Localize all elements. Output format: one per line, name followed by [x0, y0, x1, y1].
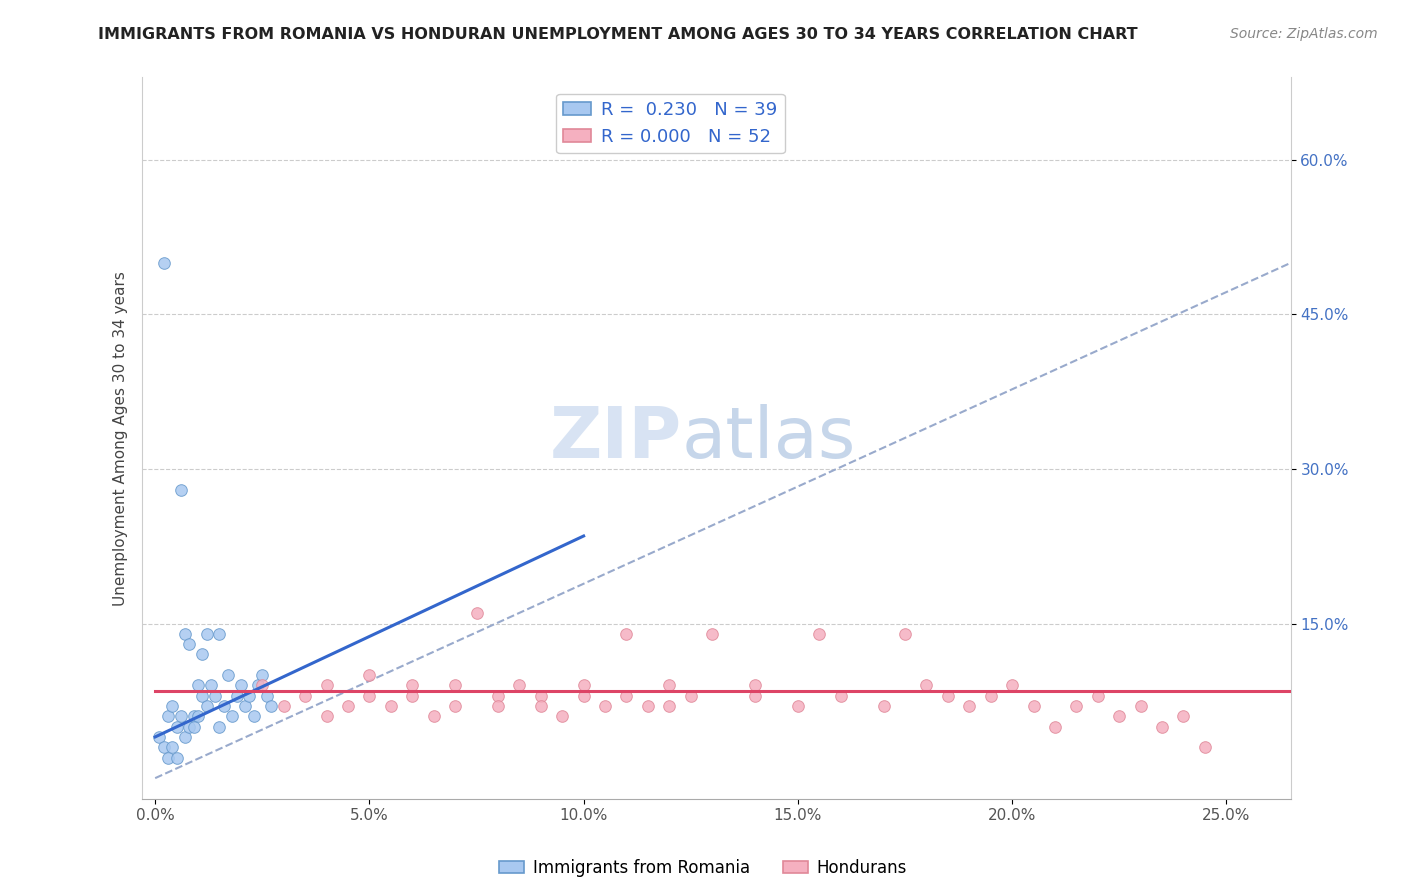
Point	[808, 627, 831, 641]
Point	[658, 698, 681, 713]
Point	[1129, 698, 1152, 713]
Point	[486, 698, 509, 713]
Point	[183, 709, 205, 723]
Point	[336, 698, 359, 713]
Point	[1022, 698, 1045, 713]
Point	[359, 689, 381, 703]
Text: Source: ZipAtlas.com: Source: ZipAtlas.com	[1230, 27, 1378, 41]
Y-axis label: Unemployment Among Ages 30 to 34 years: Unemployment Among Ages 30 to 34 years	[114, 270, 128, 606]
Point	[156, 709, 179, 723]
Point	[256, 689, 278, 703]
Point	[152, 740, 174, 755]
Point	[204, 689, 226, 703]
Point	[246, 678, 269, 692]
Point	[162, 740, 184, 755]
Point	[444, 698, 467, 713]
Point	[191, 648, 214, 662]
Point	[179, 637, 201, 651]
Point	[936, 689, 959, 703]
Point	[294, 689, 316, 703]
Point	[444, 678, 467, 692]
Point	[208, 720, 231, 734]
Point	[148, 730, 170, 744]
Point	[152, 256, 174, 270]
Point	[195, 698, 218, 713]
Legend: Immigrants from Romania, Hondurans: Immigrants from Romania, Hondurans	[492, 853, 914, 884]
Point	[957, 698, 980, 713]
Point	[170, 709, 193, 723]
Point	[616, 627, 638, 641]
Point	[252, 668, 274, 682]
Point	[162, 698, 184, 713]
Text: IMMIGRANTS FROM ROMANIA VS HONDURAN UNEMPLOYMENT AMONG AGES 30 TO 34 YEARS CORRE: IMMIGRANTS FROM ROMANIA VS HONDURAN UNEM…	[98, 27, 1137, 42]
Point	[315, 709, 337, 723]
Point	[233, 698, 256, 713]
Point	[156, 750, 179, 764]
Point	[174, 730, 197, 744]
Point	[225, 689, 247, 703]
Point	[174, 627, 197, 641]
Point	[551, 709, 574, 723]
Point	[980, 689, 1002, 703]
Point	[593, 698, 616, 713]
Text: ZIP: ZIP	[550, 403, 682, 473]
Point	[530, 698, 553, 713]
Point	[273, 698, 295, 713]
Point	[702, 627, 724, 641]
Legend: R =  0.230   N = 39, R = 0.000   N = 52: R = 0.230 N = 39, R = 0.000 N = 52	[557, 94, 785, 153]
Point	[744, 678, 766, 692]
Point	[1001, 678, 1024, 692]
Point	[637, 698, 659, 713]
Point	[229, 678, 252, 692]
Point	[191, 689, 214, 703]
Point	[744, 689, 766, 703]
Point	[208, 627, 231, 641]
Point	[200, 678, 222, 692]
Point	[465, 607, 488, 621]
Point	[872, 698, 894, 713]
Point	[217, 668, 239, 682]
Point	[508, 678, 530, 692]
Point	[915, 678, 938, 692]
Point	[179, 720, 201, 734]
Point	[679, 689, 702, 703]
Point	[170, 483, 193, 497]
Point	[401, 678, 423, 692]
Point	[1087, 689, 1109, 703]
Point	[1150, 720, 1173, 734]
Point	[252, 678, 274, 692]
Point	[212, 698, 235, 713]
Point	[195, 627, 218, 641]
Point	[359, 668, 381, 682]
Point	[830, 689, 852, 703]
Point	[530, 689, 553, 703]
Point	[572, 689, 595, 703]
Point	[1043, 720, 1066, 734]
Point	[1066, 698, 1088, 713]
Point	[315, 678, 337, 692]
Point	[183, 720, 205, 734]
Text: atlas: atlas	[682, 403, 856, 473]
Point	[422, 709, 444, 723]
Point	[1194, 740, 1216, 755]
Point	[380, 698, 402, 713]
Point	[166, 720, 188, 734]
Point	[242, 709, 264, 723]
Point	[1108, 709, 1130, 723]
Point	[786, 698, 808, 713]
Point	[187, 678, 209, 692]
Point	[658, 678, 681, 692]
Point	[572, 678, 595, 692]
Point	[238, 689, 260, 703]
Point	[894, 627, 917, 641]
Point	[401, 689, 423, 703]
Point	[187, 709, 209, 723]
Point	[221, 709, 243, 723]
Point	[1173, 709, 1195, 723]
Point	[616, 689, 638, 703]
Point	[260, 698, 283, 713]
Point	[486, 689, 509, 703]
Point	[166, 750, 188, 764]
